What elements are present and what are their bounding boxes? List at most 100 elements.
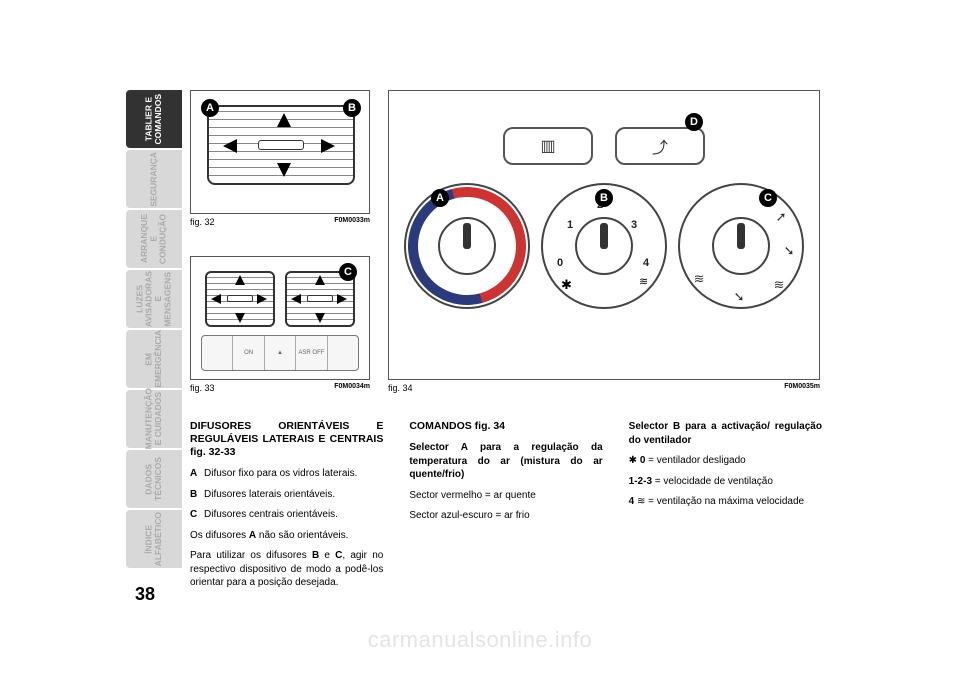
col1-item-c: CDifusores centrais orientáveis. (190, 508, 383, 522)
arrow-down-icon (277, 163, 291, 177)
fig34-top-buttons: ▥ ⤴ (389, 127, 819, 171)
arrow-left-icon (291, 294, 301, 304)
content-area: A B fig. 32 F0M0033m ON ▲ ASR OF (190, 90, 840, 610)
fig34-caption: fig. 34 F0M0035m (388, 383, 820, 393)
fig34-recirc-btn: ⤴ (615, 127, 705, 165)
dial-mark-3: 3 (631, 219, 637, 231)
fig33-number: fig. 33 (190, 383, 215, 393)
col1-text-a: Difusor fixo para os vidros laterais. (204, 468, 357, 479)
col1-p1-a: Os difusores (190, 530, 249, 541)
dial-mark-0: 0 (557, 257, 563, 269)
fig33-label-c: C (339, 263, 357, 281)
tab-luzes-avisadoras[interactable]: LUZES AVISADORAS E MENSAGENS (126, 270, 182, 328)
fig32-number: fig. 32 (190, 217, 215, 227)
fig34-number: fig. 34 (388, 383, 413, 393)
arrow-down-icon (315, 313, 325, 323)
arrow-up-icon (277, 113, 291, 127)
knob-icon (438, 217, 496, 275)
figure-32: A B (190, 90, 370, 214)
page-number: 38 (135, 584, 155, 605)
col3-r1-post: = ventilador desligado (645, 455, 745, 466)
arrow-up-icon (315, 275, 325, 285)
fig33-code: F0M0034m (334, 383, 370, 393)
figure-33: ON ▲ ASR OFF C (190, 256, 370, 380)
arrow-left-icon (211, 294, 221, 304)
col3-row-2: 1-2-3 = velocidade de ventilação (629, 475, 822, 489)
fig32-code: F0M0033m (334, 217, 370, 227)
column-2: COMANDOS fig. 34 Selector A para a regul… (409, 420, 602, 597)
arrow-right-icon (321, 139, 335, 153)
watermark: carmanualsonline.info (0, 627, 960, 653)
tab-em-emergencia[interactable]: EM EMERGÊNCIA (126, 330, 182, 388)
col3-r3-post: = ventilação na máxima velocidade (645, 496, 804, 507)
fig33-button-panel: ON ▲ ASR OFF (201, 335, 359, 371)
col3-subheading-1: Selector B para a activação/ regulação d… (629, 421, 822, 446)
arrow-right-icon (337, 294, 347, 304)
fig33-btn-1 (202, 336, 233, 370)
fig33-btn-2: ON (233, 336, 264, 370)
fig34-label-a: A (431, 189, 449, 207)
fig32-label-b: B (343, 99, 361, 117)
col1-paragraph-1: Os difusores A não são orientáveis. (190, 529, 383, 543)
col3-r2-b: 1-2-3 (629, 476, 652, 487)
fig33-btn-4: ASR OFF (296, 336, 327, 370)
col2-line-2: Sector azul-escuro = ar frio (409, 509, 602, 523)
dial-mark-4: 4 (643, 257, 649, 269)
arrow-left-icon (223, 139, 237, 153)
col1-p2-c: e (319, 550, 335, 561)
col1-key-a: A (190, 467, 204, 481)
airflow-icon: ➘ (784, 243, 795, 259)
fig34-code: F0M0035m (784, 383, 820, 393)
col1-text-b: Difusores laterais orientáveis. (204, 489, 335, 500)
col1-paragraph-2: Para utilizar os difusores B e C, agir n… (190, 549, 383, 590)
fig32-slider (258, 140, 304, 150)
text-columns: DIFUSORES ORIENTÁVEIS E REGULÁVEIS LATER… (190, 420, 822, 597)
heat-icon (639, 275, 648, 288)
knob-icon (575, 217, 633, 275)
col2-subheading-1: Selector A para a regulação da temperatu… (409, 442, 602, 480)
col2-heading: COMANDOS fig. 34 (409, 420, 602, 433)
fan-icon (561, 277, 572, 293)
fig34-label-b: B (595, 189, 613, 207)
fig32-label-a: A (201, 99, 219, 117)
col3-r2-post: = velocidade de ventilação (652, 476, 773, 487)
sidebar-tabs: TABLIER E COMANDOS SEGURANÇA ARRANQUE E … (126, 90, 182, 570)
fig34-defrost-btn: ▥ (503, 127, 593, 165)
tab-seguranca[interactable]: SEGURANÇA (126, 150, 182, 208)
col3-row-1: 0 = ventilador desligado (629, 454, 822, 468)
tab-dados-tecnicos[interactable]: DADOS TÉCNICOS (126, 450, 182, 508)
arrow-up-icon (235, 275, 245, 285)
col3-r3-b: 4 (629, 496, 635, 507)
arrow-down-icon (235, 313, 245, 323)
fig33-btn-3: ▲ (265, 336, 296, 370)
airflow-icon: ➘ (734, 289, 745, 305)
knob-icon (712, 217, 770, 275)
col1-key-b: B (190, 488, 204, 502)
col1-key-c: C (190, 508, 204, 522)
arrow-right-icon (257, 294, 267, 304)
airflow-icon: ➚ (776, 209, 787, 225)
dial-mark-1: 1 (567, 219, 573, 231)
col1-heading: DIFUSORES ORIENTÁVEIS E REGULÁVEIS LATER… (190, 420, 383, 459)
fig33-slider-left (227, 295, 253, 302)
col1-p1-c: não são orientáveis. (256, 530, 348, 541)
fig34-dial-c-distribution: ➚ ➘ ≋ ➘ ≋ (678, 183, 804, 309)
fan-icon (629, 455, 637, 466)
fig34-label-c: C (759, 189, 777, 207)
col1-text-c: Difusores centrais orientáveis. (204, 509, 338, 520)
fig34-label-d: D (685, 113, 703, 131)
col3-row-3: 4 = ventilação na máxima velocidade (629, 495, 822, 509)
figure-34: ▥ ⤴ 0 1 2 3 4 (388, 90, 820, 380)
fig33-caption: fig. 33 F0M0034m (190, 383, 370, 393)
tab-indice-alfabetico[interactable]: ÍNDICE ALFABÉTICO (126, 510, 182, 568)
col2-line-1: Sector vermelho = ar quente (409, 489, 602, 503)
fig33-btn-5 (328, 336, 358, 370)
tab-tablier-comandos[interactable]: TABLIER E COMANDOS (126, 90, 182, 148)
tab-arranque-conducao[interactable]: ARRANQUE E CONDUÇÃO (126, 210, 182, 268)
fig33-slider-right (307, 295, 333, 302)
tab-manutencao-cuidados[interactable]: MANUTENÇÃO E CUIDADOS (126, 390, 182, 448)
column-1: DIFUSORES ORIENTÁVEIS E REGULÁVEIS LATER… (190, 420, 383, 597)
col1-item-a: ADifusor fixo para os vidros laterais. (190, 467, 383, 481)
col1-p2-a: Para utilizar os difusores (190, 550, 312, 561)
column-3: Selector B para a activação/ regulação d… (629, 420, 822, 597)
